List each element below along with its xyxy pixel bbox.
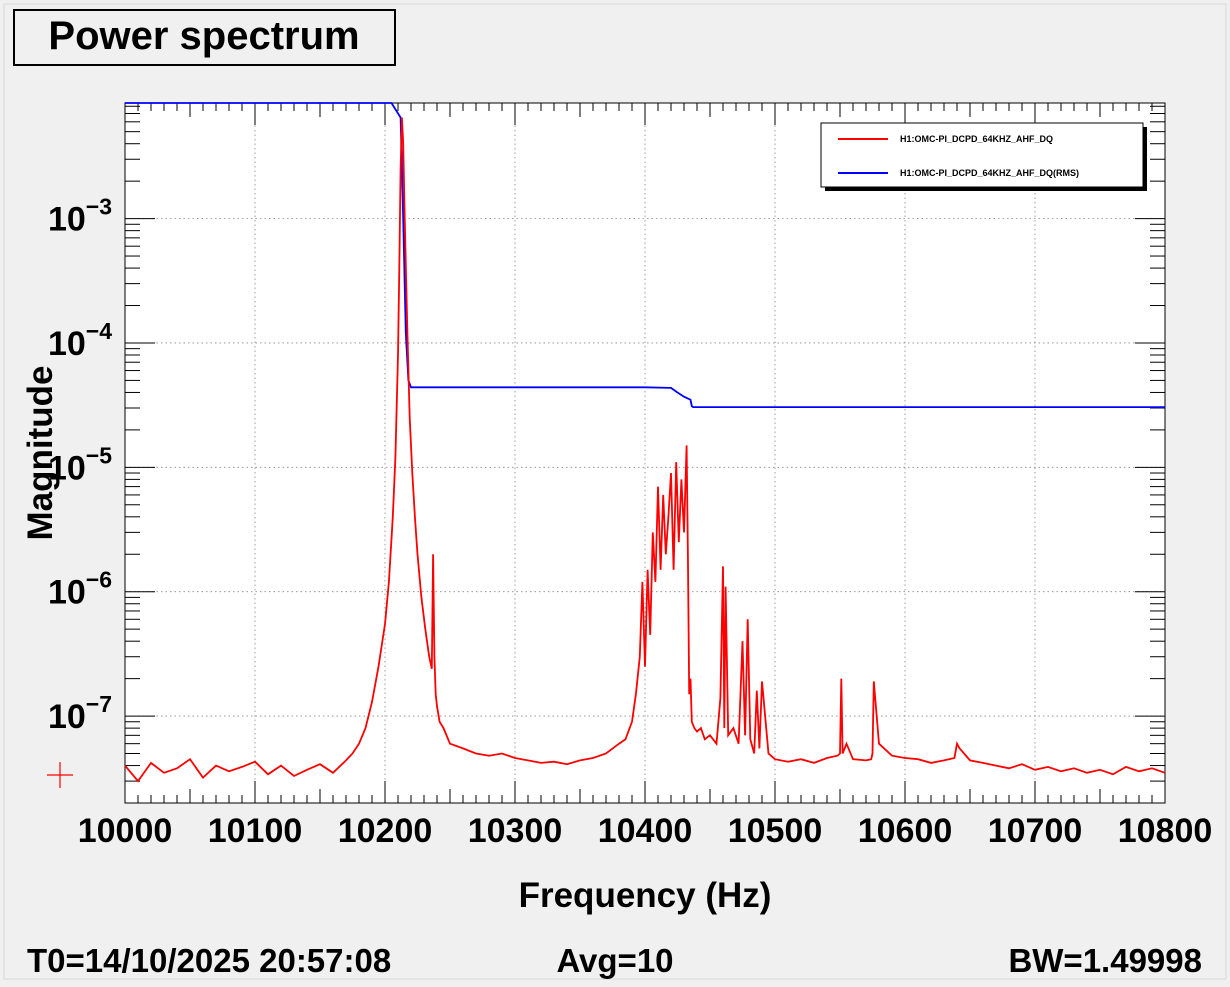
x-tick-label: 10000	[78, 812, 173, 850]
footer-avg: Avg=10	[556, 942, 673, 979]
x-tick-label: 10500	[728, 812, 823, 850]
legend: H1:OMC-PI_DCPD_64KHZ_AHF_DQ H1:OMC-PI_DC…	[820, 122, 1147, 191]
x-tick-label: 10700	[988, 812, 1083, 850]
chart-title: Power spectrum	[48, 14, 359, 58]
x-tick-label: 10600	[858, 812, 953, 850]
axis-ticks	[124, 103, 1166, 804]
legend-label-rms: H1:OMC-PI_DCPD_64KHZ_AHF_DQ(RMS)	[900, 168, 1079, 178]
x-tick-label: 10400	[598, 812, 693, 850]
y-axis-title: Magnitude	[21, 366, 60, 541]
x-tick-label: 10800	[1118, 812, 1213, 850]
plot-area	[124, 102, 1166, 804]
y-tick-label: 10−7	[48, 691, 112, 736]
series-lines	[124, 102, 1166, 783]
y-tick-labels: 10−7 10−6 10−5 10−4 10−3	[48, 194, 112, 736]
series-line-rms	[125, 102, 1165, 408]
x-tick-label: 10300	[468, 812, 563, 850]
footer-bw: BW=1.49998	[1008, 942, 1202, 979]
y-tick-label: 10−3	[48, 194, 112, 239]
cursor-marker	[47, 762, 73, 788]
y-tick-label: 10−5	[48, 442, 112, 487]
legend-label-signal: H1:OMC-PI_DCPD_64KHZ_AHF_DQ	[900, 134, 1053, 144]
x-tick-label: 10200	[338, 812, 433, 850]
title-box: Power spectrum	[13, 9, 396, 66]
y-tick-label: 10−4	[48, 318, 112, 363]
y-tick-label: 10−6	[48, 567, 112, 612]
x-tick-labels: 10000 10100 10200 10300 10400 10500 10600 10700…	[78, 812, 1213, 850]
footer-t0: T0=14/10/2025 20:57:08	[27, 942, 391, 979]
pad-frame	[3, 3, 1227, 980]
series-line-signal	[124, 117, 1166, 783]
x-tick-label: 10100	[208, 812, 303, 850]
x-axis-title: Frequency (Hz)	[519, 876, 772, 915]
